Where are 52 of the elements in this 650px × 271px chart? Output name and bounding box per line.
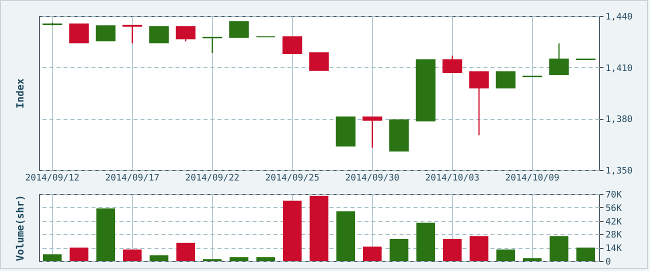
bar: [43, 254, 62, 261]
candlestick: [469, 71, 489, 136]
candlestick: [96, 25, 116, 42]
y-tick-label: 0: [606, 258, 611, 268]
candlestick: [362, 116, 382, 148]
y-axis-title: Index: [16, 78, 26, 109]
candlestick: [176, 26, 196, 42]
y-axis-title: Volume(shr): [16, 194, 26, 262]
x-tick-label: 2014/10/03: [425, 174, 480, 184]
bar: [336, 211, 355, 261]
x-tick-label: 2014/09/12: [25, 174, 80, 184]
bar: [123, 250, 142, 261]
y-tick-label: 56K: [606, 204, 622, 214]
y-tick-label: 14K: [606, 244, 622, 254]
bar: [470, 236, 488, 261]
candlestick: [442, 55, 462, 74]
candlestick: [282, 36, 302, 54]
candlestick: [496, 71, 516, 88]
x-tick-label: 2014/09/25: [265, 174, 320, 184]
candlestick: [309, 52, 329, 71]
candlestick: [229, 21, 249, 38]
y-tick-label: 1,380: [606, 115, 633, 126]
bar: [496, 250, 515, 261]
y-tick-label: 28K: [606, 230, 622, 241]
candlestick: [69, 24, 89, 44]
bar: [230, 257, 248, 261]
x-tick-label: 2014/10/09: [505, 174, 560, 184]
y-tick-label: 1,410: [606, 64, 633, 74]
bar: [176, 242, 195, 261]
x-tick-label: 2014/09/17: [105, 174, 160, 184]
bar: [96, 208, 115, 261]
y-tick-label: 1,350: [606, 166, 633, 176]
bar: [256, 257, 275, 261]
bar: [310, 196, 328, 261]
bar: [443, 238, 462, 261]
candlestick: [149, 26, 169, 44]
x-tick-label: 2014/09/22: [185, 174, 240, 184]
bar: [523, 258, 542, 261]
y-tick-label: 70K: [606, 190, 622, 200]
bar: [70, 248, 88, 261]
bar: [576, 248, 595, 261]
y-tick-label: 1,440: [606, 12, 633, 22]
bar: [363, 246, 382, 261]
bar: [550, 236, 568, 261]
bar: [390, 238, 408, 261]
y-tick-label: 42K: [606, 217, 622, 228]
bar: [283, 200, 302, 261]
candlestick: [122, 24, 142, 44]
x-tick-label: 2014/09/30: [345, 174, 400, 184]
bar: [150, 255, 168, 261]
candlestick: [549, 42, 569, 76]
bar: [416, 222, 435, 261]
